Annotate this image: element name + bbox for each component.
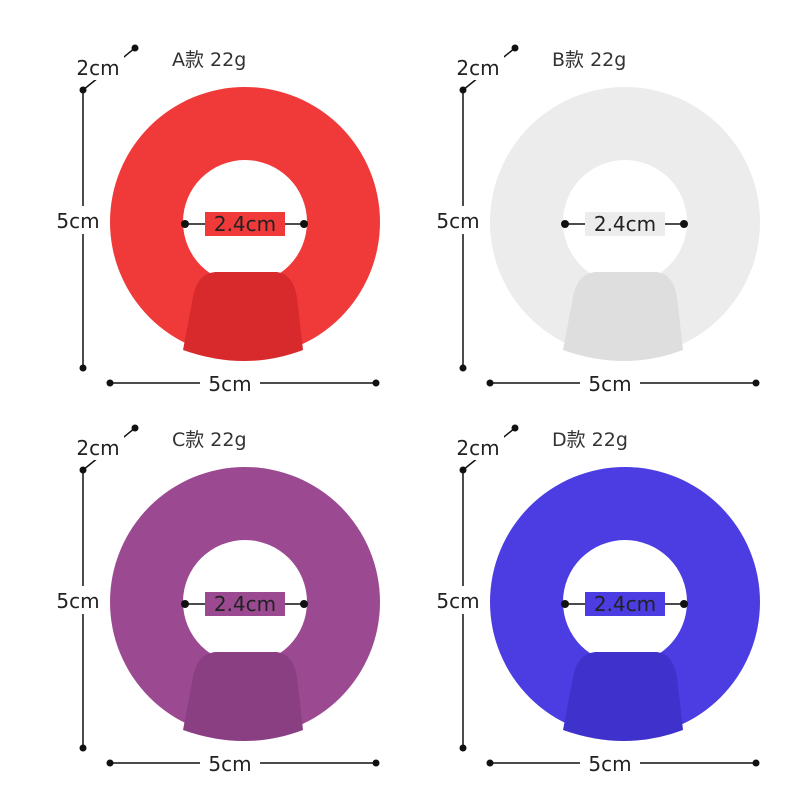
height-label-bg <box>430 586 488 614</box>
ring-tab <box>563 272 683 361</box>
ring-product-image <box>490 467 760 741</box>
ring-product-image <box>490 87 760 361</box>
dimension-dot <box>372 759 380 767</box>
inner-label-bg <box>585 212 665 236</box>
ring-product-image <box>110 87 380 361</box>
thickness-label-bg <box>72 436 124 460</box>
dimension-dot <box>181 220 189 228</box>
dimension-dot <box>561 220 569 228</box>
dimension-dot <box>752 379 760 387</box>
ring-body <box>110 467 380 737</box>
ring-body <box>490 87 760 357</box>
dimension-dot <box>372 379 380 387</box>
dimension-dot <box>106 759 114 767</box>
inner-label-bg <box>205 592 285 616</box>
dimension-dot <box>486 379 494 387</box>
height-label-bg <box>430 206 488 234</box>
width-label-bg <box>200 370 260 396</box>
dimension-dot <box>561 600 569 608</box>
width-label: 5cm <box>588 372 631 396</box>
ring-tab <box>183 272 303 361</box>
dimension-dot <box>131 44 139 52</box>
height-label: 5cm <box>436 589 479 613</box>
dimension-dot <box>680 220 688 228</box>
inner-diameter-label: 2.4cm <box>594 212 656 236</box>
ring-body <box>110 87 380 357</box>
dimension-dot <box>181 600 189 608</box>
thickness-label-bg <box>452 56 504 80</box>
thickness-label-bg <box>452 436 504 460</box>
dimension-dot <box>680 600 688 608</box>
variant-b: 2.4cm 5cm 5cm 2cm B款 22g <box>430 44 760 396</box>
width-label: 5cm <box>208 752 251 776</box>
thickness-label: 2cm <box>76 56 119 80</box>
variant-title: B款 22g <box>552 49 626 71</box>
height-label-bg <box>50 586 108 614</box>
ring-product-image <box>110 467 380 741</box>
variant-title: A款 22g <box>172 49 246 71</box>
height-label: 5cm <box>436 209 479 233</box>
inner-diameter-label: 2.4cm <box>214 212 276 236</box>
height-label-bg <box>50 206 108 234</box>
dimension-dot <box>511 424 519 432</box>
dimension-dot <box>486 759 494 767</box>
inner-label-bg <box>205 212 285 236</box>
dimension-dot <box>300 220 308 228</box>
ring-body <box>490 467 760 737</box>
dimension-dot <box>106 379 114 387</box>
thickness-label-bg <box>72 56 124 80</box>
width-label-bg <box>200 750 260 776</box>
variant-c: 2.4cm 5cm 5cm 2cm C款 22g <box>50 424 380 776</box>
dimension-dot <box>459 744 467 752</box>
dimension-dot <box>300 600 308 608</box>
height-label: 5cm <box>56 589 99 613</box>
dimension-dot <box>459 364 467 372</box>
thickness-label: 2cm <box>76 436 119 460</box>
width-label: 5cm <box>208 372 251 396</box>
thickness-label: 2cm <box>456 436 499 460</box>
dimension-dot <box>79 364 87 372</box>
dimension-dot <box>752 759 760 767</box>
ring-tab <box>563 652 683 741</box>
inner-label-bg <box>585 592 665 616</box>
thickness-label: 2cm <box>456 56 499 80</box>
inner-diameter-label: 2.4cm <box>594 592 656 616</box>
height-label: 5cm <box>56 209 99 233</box>
dimension-dot <box>79 744 87 752</box>
inner-diameter-label: 2.4cm <box>214 592 276 616</box>
dimension-dot <box>131 424 139 432</box>
dimension-dot <box>511 44 519 52</box>
width-label-bg <box>580 370 640 396</box>
width-label-bg <box>580 750 640 776</box>
variant-d: 2.4cm 5cm 5cm 2cm D款 22g <box>430 424 760 776</box>
variant-a: 2.4cm 5cm 5cm 2cm A款 22g <box>50 44 380 396</box>
variant-title: C款 22g <box>172 429 247 451</box>
variant-title: D款 22g <box>552 429 628 451</box>
ring-tab <box>183 652 303 741</box>
width-label: 5cm <box>588 752 631 776</box>
